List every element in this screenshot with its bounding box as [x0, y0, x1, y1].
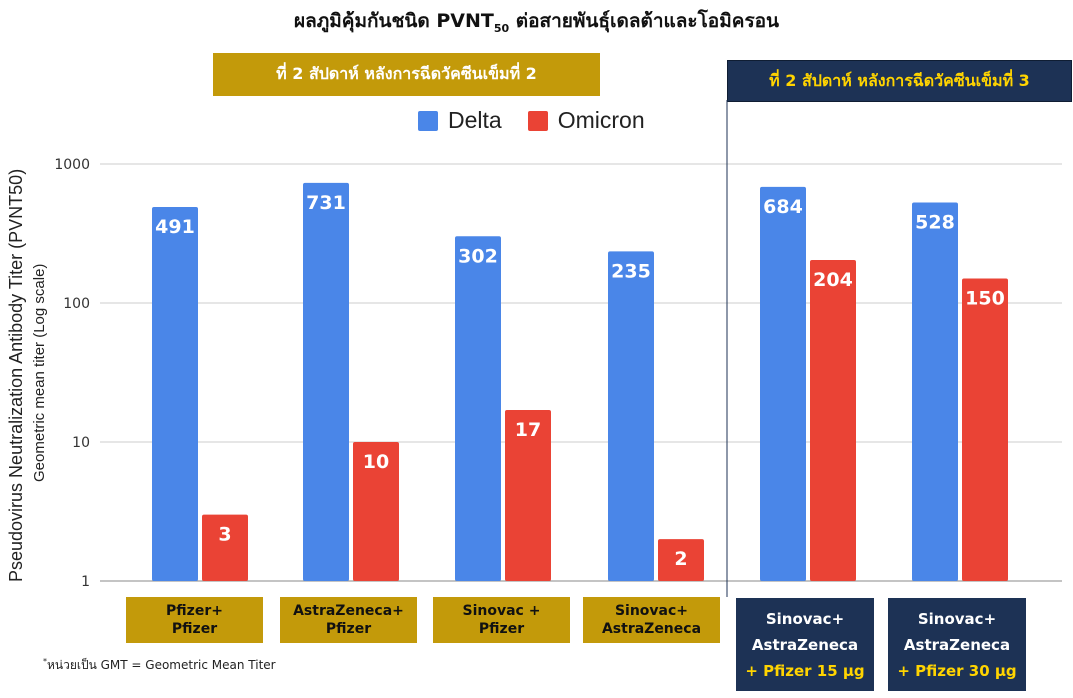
category-label-booster-30: Sinovac+ AstraZeneca + Pfizer 30 µg	[888, 598, 1026, 691]
bar-omicron	[810, 259, 856, 581]
bar-omicron	[353, 442, 399, 581]
data-label: 491	[155, 216, 195, 238]
legend: Delta Omicron	[418, 107, 661, 134]
data-label: 528	[915, 212, 955, 234]
bar-delta	[152, 206, 198, 581]
category-label-astrazeneca-pfizer: AstraZeneca+ Pfizer	[280, 597, 417, 643]
dose2-banner: ที่ 2 สัปดาห์ หลังการฉีดวัคซีนเข็มที่ 2	[213, 53, 600, 96]
data-label: 235	[611, 260, 651, 282]
data-label: 684	[763, 196, 803, 218]
bar-omicron	[962, 278, 1008, 581]
legend-label-delta: Delta	[448, 107, 502, 133]
bar-delta	[912, 202, 958, 581]
legend-swatch-delta	[418, 110, 438, 131]
y-axis-subtitle: Geometric mean titer (Log scale)	[31, 263, 48, 482]
data-label: 731	[306, 192, 346, 214]
legend-swatch-omicron	[527, 110, 548, 131]
y-tick-label: 1000	[54, 157, 90, 173]
bar-omicron	[202, 514, 248, 581]
bar-delta	[303, 182, 349, 582]
y-tick-label: 10	[72, 435, 90, 451]
y-axis-title: Pseudovirus Neutralization Antibody Tite…	[6, 168, 26, 582]
category-label-sinovac-pfizer: Sinovac + Pfizer	[433, 597, 570, 643]
data-label: 302	[458, 245, 498, 267]
legend-item-omicron: Omicron	[527, 107, 645, 134]
data-label: 17	[515, 419, 541, 441]
data-label: 150	[965, 288, 1005, 310]
bar-omicron	[658, 539, 704, 581]
bar-delta	[760, 186, 806, 582]
bar-omicron	[505, 409, 551, 581]
category-label-booster-15: Sinovac+ AstraZeneca + Pfizer 15 µg	[736, 598, 874, 691]
bar-delta	[455, 236, 501, 581]
footnote: *หน่วยเป็น GMT = Geometric Mean Titer	[43, 657, 276, 672]
category-label-pfizer-pfizer: Pfizer+ Pfizer	[126, 597, 263, 643]
legend-label-omicron: Omicron	[557, 107, 645, 133]
dose3-banner: ที่ 2 สัปดาห์ หลังการฉีดวัคซีนเข็มที่ 3	[727, 60, 1072, 102]
data-label: 3	[218, 524, 231, 546]
chart-title: ผลภูมิคุ้มกันชนิด PVNT50 ต่อสายพันธุ์เดล…	[293, 10, 780, 35]
data-label: 2	[674, 548, 687, 570]
data-label: 204	[813, 269, 853, 291]
legend-item-delta: Delta	[418, 107, 502, 134]
category-label-sinovac-astrazeneca: Sinovac+ AstraZeneca	[583, 597, 720, 643]
bar-delta	[608, 251, 654, 581]
data-label: 10	[363, 451, 389, 473]
y-tick-label: 1	[81, 574, 90, 590]
y-tick-label: 100	[63, 296, 90, 312]
